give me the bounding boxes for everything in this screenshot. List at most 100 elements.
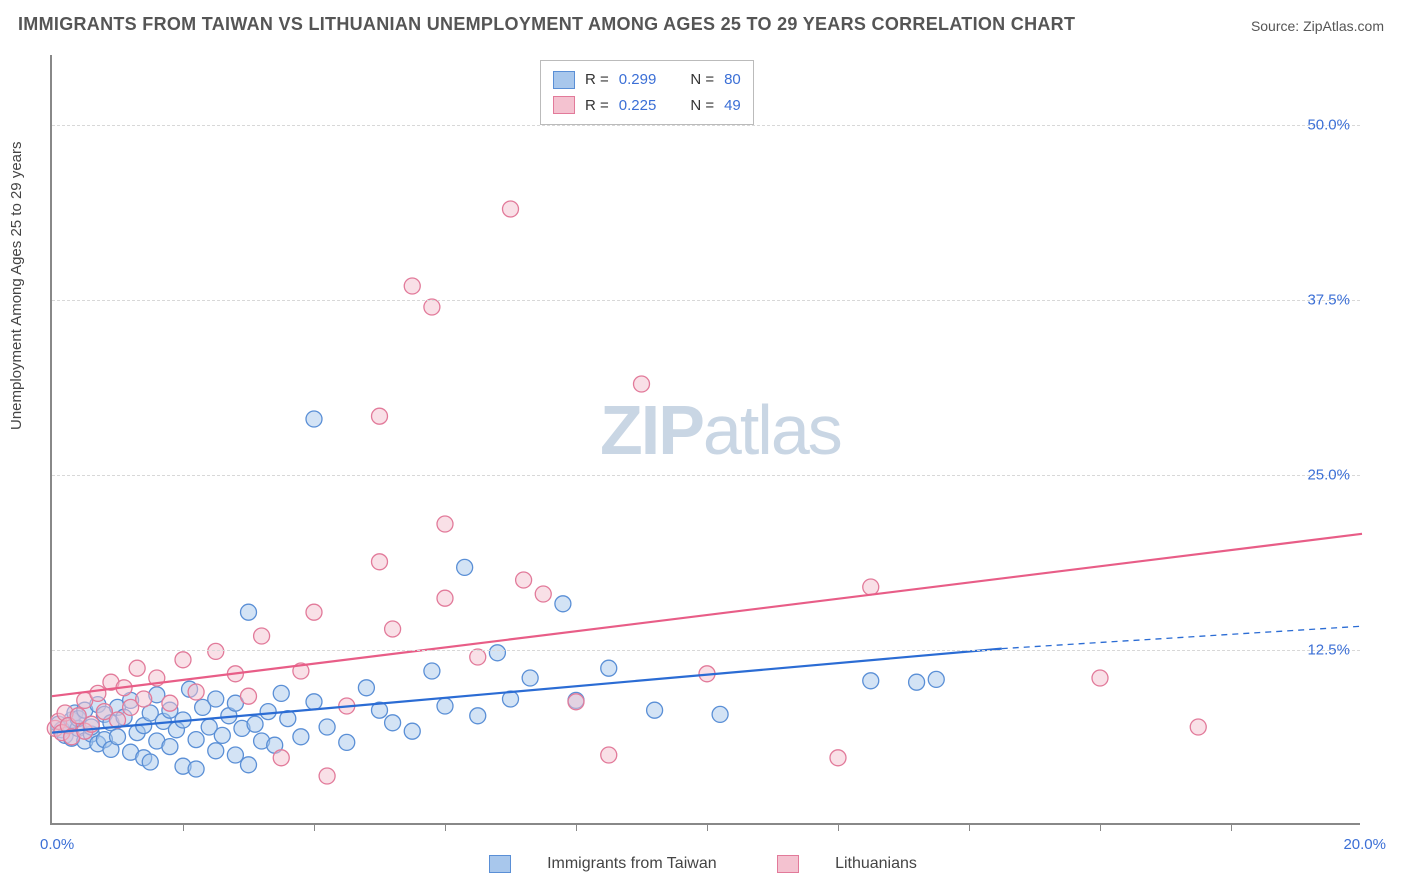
scatter-point-taiwan xyxy=(522,670,538,686)
x-tick xyxy=(183,823,184,831)
legend-item-lithuanian: Lithuanians xyxy=(763,855,931,873)
scatter-point-lithuanian xyxy=(516,572,532,588)
y-tick-label: 37.5% xyxy=(1307,292,1350,309)
scatter-point-taiwan xyxy=(162,739,178,755)
scatter-point-taiwan xyxy=(319,719,335,735)
r-label: R = xyxy=(585,67,609,93)
scatter-point-taiwan xyxy=(863,673,879,689)
gridline-h xyxy=(52,475,1360,476)
scatter-point-taiwan xyxy=(241,757,257,773)
scatter-point-taiwan xyxy=(470,708,486,724)
n-label: N = xyxy=(690,67,714,93)
x-tick xyxy=(1100,823,1101,831)
swatch-lithuanian-icon xyxy=(777,855,799,873)
n-label: N = xyxy=(690,93,714,119)
scatter-point-lithuanian xyxy=(273,750,289,766)
scatter-point-lithuanian xyxy=(830,750,846,766)
scatter-point-lithuanian xyxy=(254,628,270,644)
scatter-point-taiwan xyxy=(188,732,204,748)
r-value-taiwan: 0.299 xyxy=(619,67,657,93)
n-value-lithuanian: 49 xyxy=(724,93,741,119)
scatter-point-lithuanian xyxy=(306,604,322,620)
scatter-point-lithuanian xyxy=(470,649,486,665)
y-tick-label: 50.0% xyxy=(1307,117,1350,134)
scatter-point-taiwan xyxy=(601,660,617,676)
swatch-taiwan xyxy=(553,71,575,89)
scatter-point-lithuanian xyxy=(535,586,551,602)
plot-svg xyxy=(52,55,1360,823)
scatter-point-lithuanian xyxy=(1190,719,1206,735)
scatter-point-taiwan xyxy=(647,702,663,718)
r-value-lithuanian: 0.225 xyxy=(619,93,657,119)
scatter-point-lithuanian xyxy=(568,694,584,710)
scatter-point-taiwan xyxy=(293,729,309,745)
r-label: R = xyxy=(585,93,609,119)
x-axis-max-label: 20.0% xyxy=(1343,836,1386,853)
swatch-taiwan-icon xyxy=(489,855,511,873)
scatter-point-lithuanian xyxy=(424,299,440,315)
x-tick xyxy=(1231,823,1232,831)
scatter-point-lithuanian xyxy=(372,408,388,424)
n-value-taiwan: 80 xyxy=(724,67,741,93)
scatter-point-lithuanian xyxy=(136,691,152,707)
scatter-point-lithuanian xyxy=(372,554,388,570)
scatter-point-taiwan xyxy=(241,604,257,620)
scatter-point-taiwan xyxy=(437,698,453,714)
legend-row-lithuanian: R = 0.225 N = 49 xyxy=(553,93,741,119)
scatter-point-taiwan xyxy=(273,685,289,701)
scatter-point-taiwan xyxy=(214,727,230,743)
scatter-point-lithuanian xyxy=(208,643,224,659)
scatter-point-taiwan xyxy=(712,706,728,722)
legend-row-taiwan: R = 0.299 N = 80 xyxy=(553,67,741,93)
scatter-point-taiwan xyxy=(385,715,401,731)
scatter-point-taiwan xyxy=(208,743,224,759)
scatter-point-lithuanian xyxy=(162,695,178,711)
gridline-h xyxy=(52,125,1360,126)
scatter-point-taiwan xyxy=(247,716,263,732)
x-tick xyxy=(969,823,970,831)
scatter-point-taiwan xyxy=(260,704,276,720)
scatter-point-taiwan xyxy=(555,596,571,612)
scatter-point-taiwan xyxy=(188,761,204,777)
chart-title: IMMIGRANTS FROM TAIWAN VS LITHUANIAN UNE… xyxy=(18,14,1075,35)
scatter-point-taiwan xyxy=(404,723,420,739)
scatter-point-lithuanian xyxy=(404,278,420,294)
scatter-point-taiwan xyxy=(110,729,126,745)
scatter-point-taiwan xyxy=(306,694,322,710)
gridline-h xyxy=(52,300,1360,301)
scatter-point-taiwan xyxy=(142,754,158,770)
scatter-point-lithuanian xyxy=(863,579,879,595)
scatter-point-lithuanian xyxy=(129,660,145,676)
scatter-point-lithuanian xyxy=(385,621,401,637)
x-tick xyxy=(707,823,708,831)
gridline-h xyxy=(52,650,1360,651)
scatter-point-taiwan xyxy=(424,663,440,679)
scatter-point-lithuanian xyxy=(601,747,617,763)
source-attribution: Source: ZipAtlas.com xyxy=(1251,18,1384,34)
scatter-point-lithuanian xyxy=(437,590,453,606)
scatter-point-lithuanian xyxy=(503,201,519,217)
y-tick-label: 12.5% xyxy=(1307,642,1350,659)
x-tick xyxy=(576,823,577,831)
legend-correlation: R = 0.299 N = 80 R = 0.225 N = 49 xyxy=(540,60,754,125)
x-axis-min-label: 0.0% xyxy=(40,836,74,853)
scatter-point-taiwan xyxy=(928,671,944,687)
legend-item-taiwan: Immigrants from Taiwan xyxy=(475,855,731,873)
scatter-point-taiwan xyxy=(208,691,224,707)
chart-plot-area: 12.5% 25.0% 37.5% 50.0% xyxy=(50,55,1360,825)
scatter-point-taiwan xyxy=(909,674,925,690)
x-tick xyxy=(314,823,315,831)
scatter-point-lithuanian xyxy=(634,376,650,392)
legend-label-lithuanian: Lithuanians xyxy=(835,855,917,873)
y-tick-label: 25.0% xyxy=(1307,467,1350,484)
scatter-point-lithuanian xyxy=(319,768,335,784)
scatter-point-taiwan xyxy=(489,645,505,661)
legend-label-taiwan: Immigrants from Taiwan xyxy=(547,855,717,873)
scatter-point-taiwan xyxy=(358,680,374,696)
scatter-point-lithuanian xyxy=(437,516,453,532)
scatter-point-taiwan xyxy=(339,734,355,750)
scatter-point-lithuanian xyxy=(188,684,204,700)
y-axis-label: Unemployment Among Ages 25 to 29 years xyxy=(8,141,25,430)
swatch-lithuanian xyxy=(553,96,575,114)
x-tick xyxy=(838,823,839,831)
